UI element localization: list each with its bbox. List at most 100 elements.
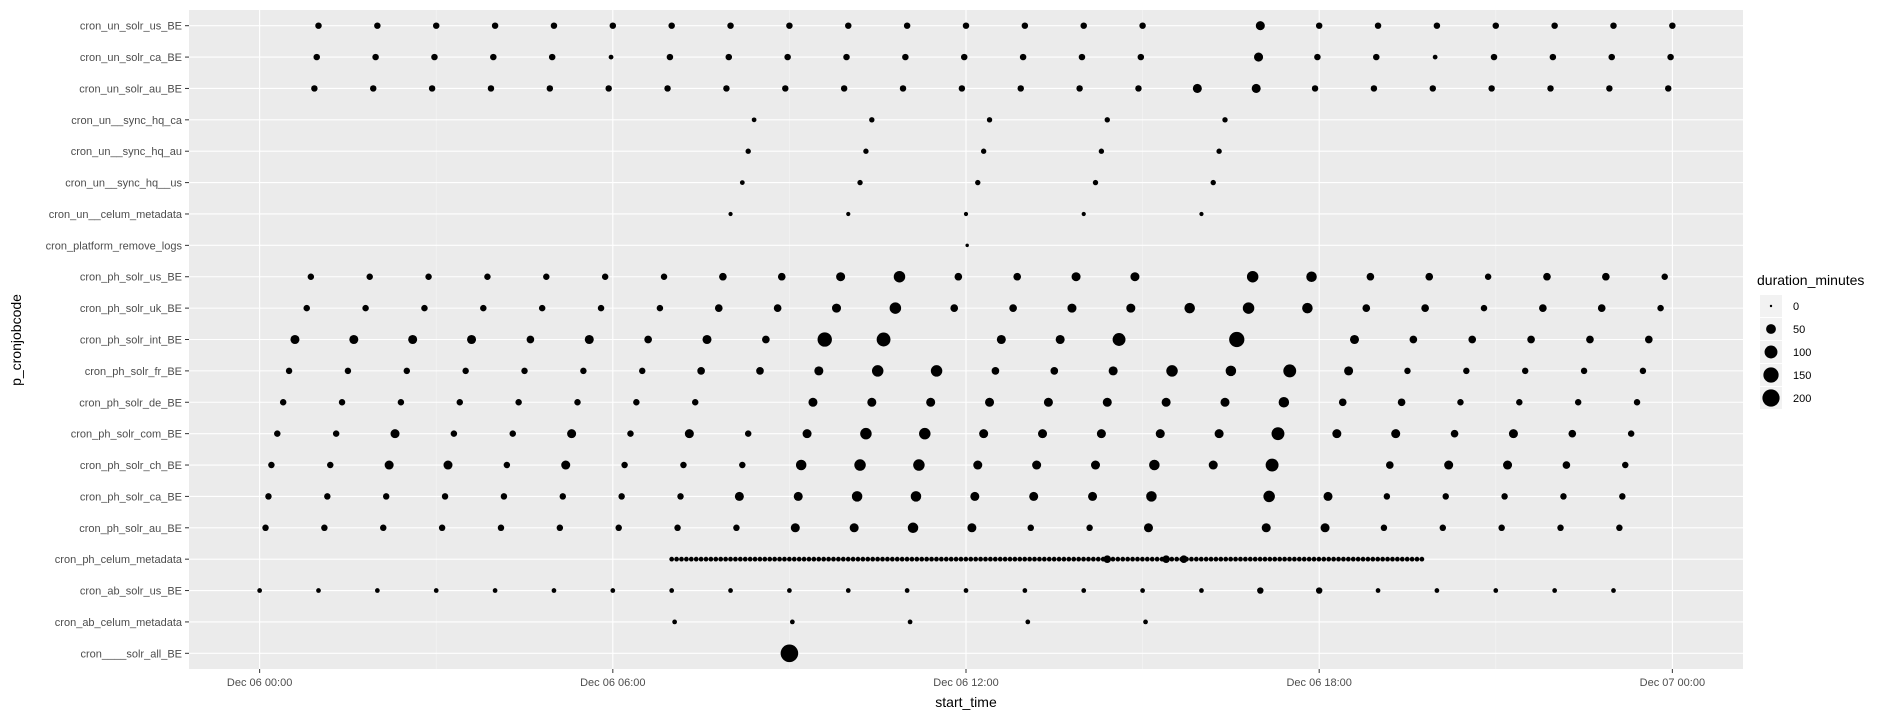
data-point (1508, 429, 1518, 439)
data-point (1397, 398, 1406, 407)
data-point (332, 430, 340, 437)
data-point (674, 524, 681, 532)
data-point (698, 556, 704, 562)
data-point (845, 556, 851, 562)
data-point (1409, 335, 1418, 344)
data-point (751, 117, 757, 123)
data-point (1516, 399, 1523, 406)
data-point (907, 619, 913, 625)
legend-key-point (1762, 389, 1780, 407)
data-point (855, 556, 861, 562)
data-point (814, 366, 824, 376)
data-point (656, 304, 664, 312)
data-point (1404, 556, 1410, 562)
data-point (1243, 556, 1248, 562)
data-point (767, 556, 773, 562)
data-point (390, 429, 400, 439)
data-point (739, 461, 746, 469)
data-point (1490, 53, 1498, 61)
data-point (1480, 304, 1488, 312)
data-point (739, 180, 745, 185)
data-point (860, 427, 872, 440)
data-point (845, 22, 852, 29)
data-point (962, 22, 970, 29)
data-point (362, 304, 369, 312)
data-point (491, 22, 499, 29)
data-point (515, 399, 522, 406)
data-point (714, 304, 723, 312)
data-point (986, 117, 993, 123)
data-point (672, 619, 677, 625)
data-point (1130, 556, 1135, 562)
data-point (1199, 588, 1204, 593)
data-point (327, 461, 334, 469)
data-point (1463, 367, 1470, 375)
data-point (978, 556, 983, 562)
data-point (1484, 273, 1492, 280)
data-point (1192, 83, 1202, 93)
data-point (1283, 364, 1297, 378)
y-tick-label: cron_ab_celum_metadata (55, 617, 183, 629)
data-point (821, 556, 827, 562)
data-point (1345, 556, 1351, 562)
data-point (408, 334, 418, 345)
x-axis-title: start_time (935, 694, 997, 710)
data-point (462, 367, 469, 375)
data-point (1549, 53, 1557, 61)
data-point (997, 556, 1003, 562)
data-point (556, 524, 564, 532)
data-point (605, 85, 612, 92)
data-point (691, 399, 699, 406)
data-point (885, 556, 890, 562)
y-tick-label: cron_un_solr_us_BE (80, 21, 182, 33)
data-point (1391, 429, 1401, 439)
y-tick-label: cron_ph_solr_de_BE (79, 397, 182, 409)
data-point (1210, 179, 1216, 186)
data-point (697, 367, 705, 375)
data-point (618, 493, 625, 500)
data-point (1251, 83, 1261, 93)
data-point (1262, 556, 1268, 562)
data-point (1032, 460, 1042, 470)
data-point (1492, 22, 1500, 29)
y-tick-label: cron_un__sync_hq__us (65, 178, 182, 190)
data-point (938, 556, 944, 562)
data-point (961, 53, 968, 61)
data-point (723, 556, 728, 562)
legend-label: 100 (1793, 347, 1811, 359)
data-point (680, 461, 687, 469)
data-point (1009, 304, 1017, 312)
data-point (903, 22, 911, 29)
data-point (1395, 556, 1400, 562)
data-point (725, 53, 733, 61)
data-point (1265, 458, 1279, 472)
data-point (867, 397, 877, 407)
data-point (910, 491, 922, 502)
data-point (1633, 399, 1641, 406)
data-point (1450, 429, 1459, 438)
y-axis-title: p_cronjobcode (8, 294, 24, 386)
data-point (1208, 556, 1214, 562)
data-point (857, 179, 863, 186)
data-point (1223, 556, 1229, 562)
data-point (1076, 556, 1082, 562)
data-point (274, 430, 281, 437)
data-point (772, 556, 778, 562)
data-point (1501, 493, 1508, 500)
data-point (279, 399, 287, 406)
data-point (996, 334, 1006, 345)
data-point (1041, 556, 1047, 562)
data-point (432, 22, 440, 29)
data-point (795, 459, 807, 471)
data-point (1323, 491, 1333, 501)
data-point (674, 556, 679, 562)
data-point (1189, 556, 1194, 562)
data-point (1433, 22, 1441, 29)
data-point (1184, 302, 1195, 314)
data-point (1103, 555, 1112, 563)
data-point (762, 335, 770, 344)
data-point (934, 556, 939, 562)
data-point (1092, 179, 1099, 186)
